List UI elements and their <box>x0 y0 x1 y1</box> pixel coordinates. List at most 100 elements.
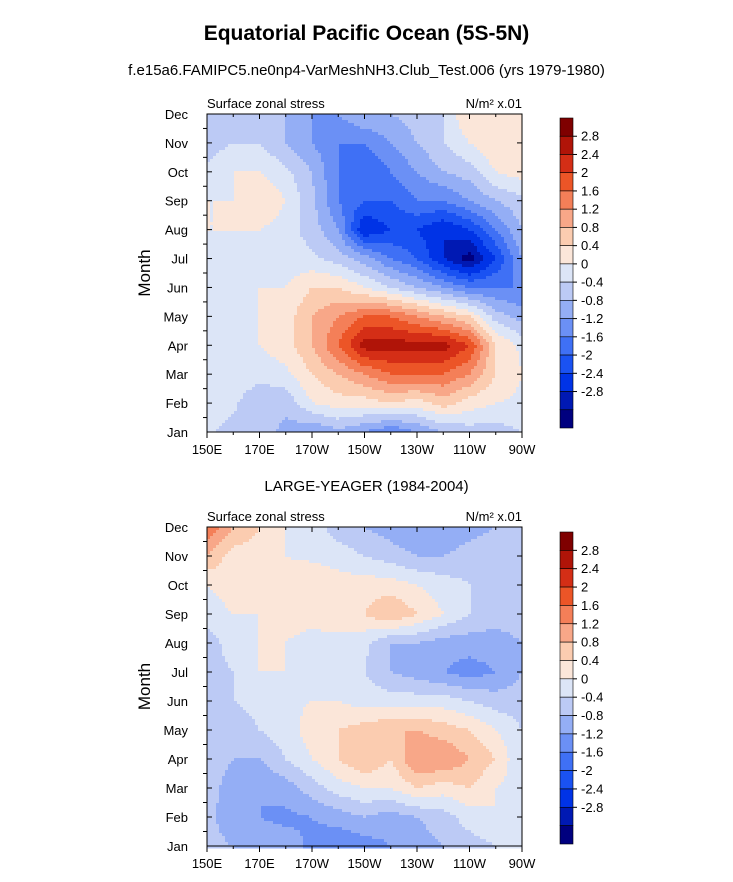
heatmap-cell <box>333 237 337 241</box>
heatmap-cell <box>324 201 328 205</box>
heatmap-cell <box>303 189 307 193</box>
heatmap-cell <box>504 165 508 169</box>
heatmap-cell <box>210 198 214 202</box>
heatmap-cell <box>390 243 394 247</box>
heatmap-cell <box>273 222 277 226</box>
heatmap-cell <box>354 246 358 250</box>
heatmap-cell <box>405 120 409 124</box>
heatmap-cell <box>402 225 406 229</box>
heatmap-cell <box>348 249 352 253</box>
heatmap-cell <box>399 207 403 211</box>
heatmap-cell <box>207 132 211 136</box>
heatmap-cell <box>231 147 235 151</box>
heatmap-cell <box>507 189 511 193</box>
heatmap-cell <box>495 201 499 205</box>
heatmap-cell <box>360 228 364 232</box>
heatmap-cell <box>459 204 463 208</box>
heatmap-cell <box>294 126 298 130</box>
heatmap-cell <box>426 234 430 238</box>
heatmap-cell <box>246 228 250 232</box>
heatmap-cell <box>474 123 478 127</box>
heatmap-cell <box>267 243 271 247</box>
heatmap-cell <box>405 171 409 175</box>
heatmap-cell <box>240 201 244 205</box>
heatmap-cell <box>462 207 466 211</box>
heatmap-cell <box>420 216 424 220</box>
heatmap-cell <box>210 249 214 253</box>
heatmap-cell <box>441 234 445 238</box>
heatmap-cell <box>519 195 523 199</box>
heatmap-cell <box>264 177 268 181</box>
heatmap-cell <box>384 120 388 124</box>
heatmap-cell <box>300 246 304 250</box>
heatmap-cell <box>453 165 457 169</box>
heatmap-cell <box>387 204 391 208</box>
heatmap-cell <box>360 201 364 205</box>
heatmap-cell <box>399 210 403 214</box>
heatmap-cell <box>240 183 244 187</box>
heatmap-cell <box>291 180 295 184</box>
heatmap-cell <box>288 120 292 124</box>
heatmap-cell <box>267 162 271 166</box>
heatmap-cell <box>510 174 514 178</box>
heatmap-cell <box>474 132 478 136</box>
heatmap-cell <box>363 186 367 190</box>
heatmap-cell <box>480 120 484 124</box>
heatmap-cell <box>261 201 265 205</box>
heatmap-cell <box>393 129 397 133</box>
heatmap-cell <box>237 234 241 238</box>
heatmap-cell <box>252 222 256 226</box>
heatmap-cell <box>480 249 484 253</box>
heatmap-cell <box>300 216 304 220</box>
heatmap-cell <box>444 192 448 196</box>
heatmap-cell <box>360 207 364 211</box>
heatmap-cell <box>357 180 361 184</box>
heatmap-cell <box>255 195 259 199</box>
heatmap-cell <box>210 174 214 178</box>
heatmap-cell <box>219 177 223 181</box>
heatmap-cell <box>345 237 349 241</box>
heatmap-cell <box>450 126 454 130</box>
heatmap-cell <box>492 126 496 130</box>
heatmap-cell <box>312 174 316 178</box>
heatmap-cell <box>276 114 280 118</box>
heatmap-cell <box>354 117 358 121</box>
heatmap-cell <box>348 153 352 157</box>
heatmap-cell <box>423 153 427 157</box>
heatmap-cell <box>261 216 265 220</box>
heatmap-cell <box>297 150 301 154</box>
heatmap-cell <box>513 186 517 190</box>
heatmap-cell <box>282 150 286 154</box>
heatmap-cell <box>294 180 298 184</box>
heatmap-cell <box>414 186 418 190</box>
heatmap-cell <box>216 204 220 208</box>
heatmap-cell <box>519 225 523 229</box>
heatmap-cell <box>402 237 406 241</box>
heatmap-cell <box>393 174 397 178</box>
heatmap-cell <box>225 159 229 163</box>
heatmap-cell <box>369 213 373 217</box>
heatmap-cell <box>456 237 460 241</box>
heatmap-cell <box>330 147 334 151</box>
heatmap-cell <box>321 246 325 250</box>
heatmap-cell <box>426 180 430 184</box>
heatmap-cell <box>228 252 232 256</box>
heatmap-cell <box>438 117 442 121</box>
heatmap-cell <box>249 126 253 130</box>
heatmap-cell <box>207 168 211 172</box>
heatmap-cell <box>273 207 277 211</box>
heatmap-cell <box>354 255 358 259</box>
heatmap-cell <box>249 243 253 247</box>
heatmap-cell <box>480 126 484 130</box>
heatmap-cell <box>279 210 283 214</box>
heatmap-cell <box>321 144 325 148</box>
heatmap-cell <box>381 129 385 133</box>
heatmap-cell <box>255 240 259 244</box>
heatmap-cell <box>339 135 343 139</box>
heatmap-cell <box>450 165 454 169</box>
heatmap-cell <box>477 138 481 142</box>
heatmap-cell <box>330 117 334 121</box>
heatmap-cell <box>315 141 319 145</box>
heatmap-cell <box>228 156 232 160</box>
heatmap-cell <box>237 162 241 166</box>
